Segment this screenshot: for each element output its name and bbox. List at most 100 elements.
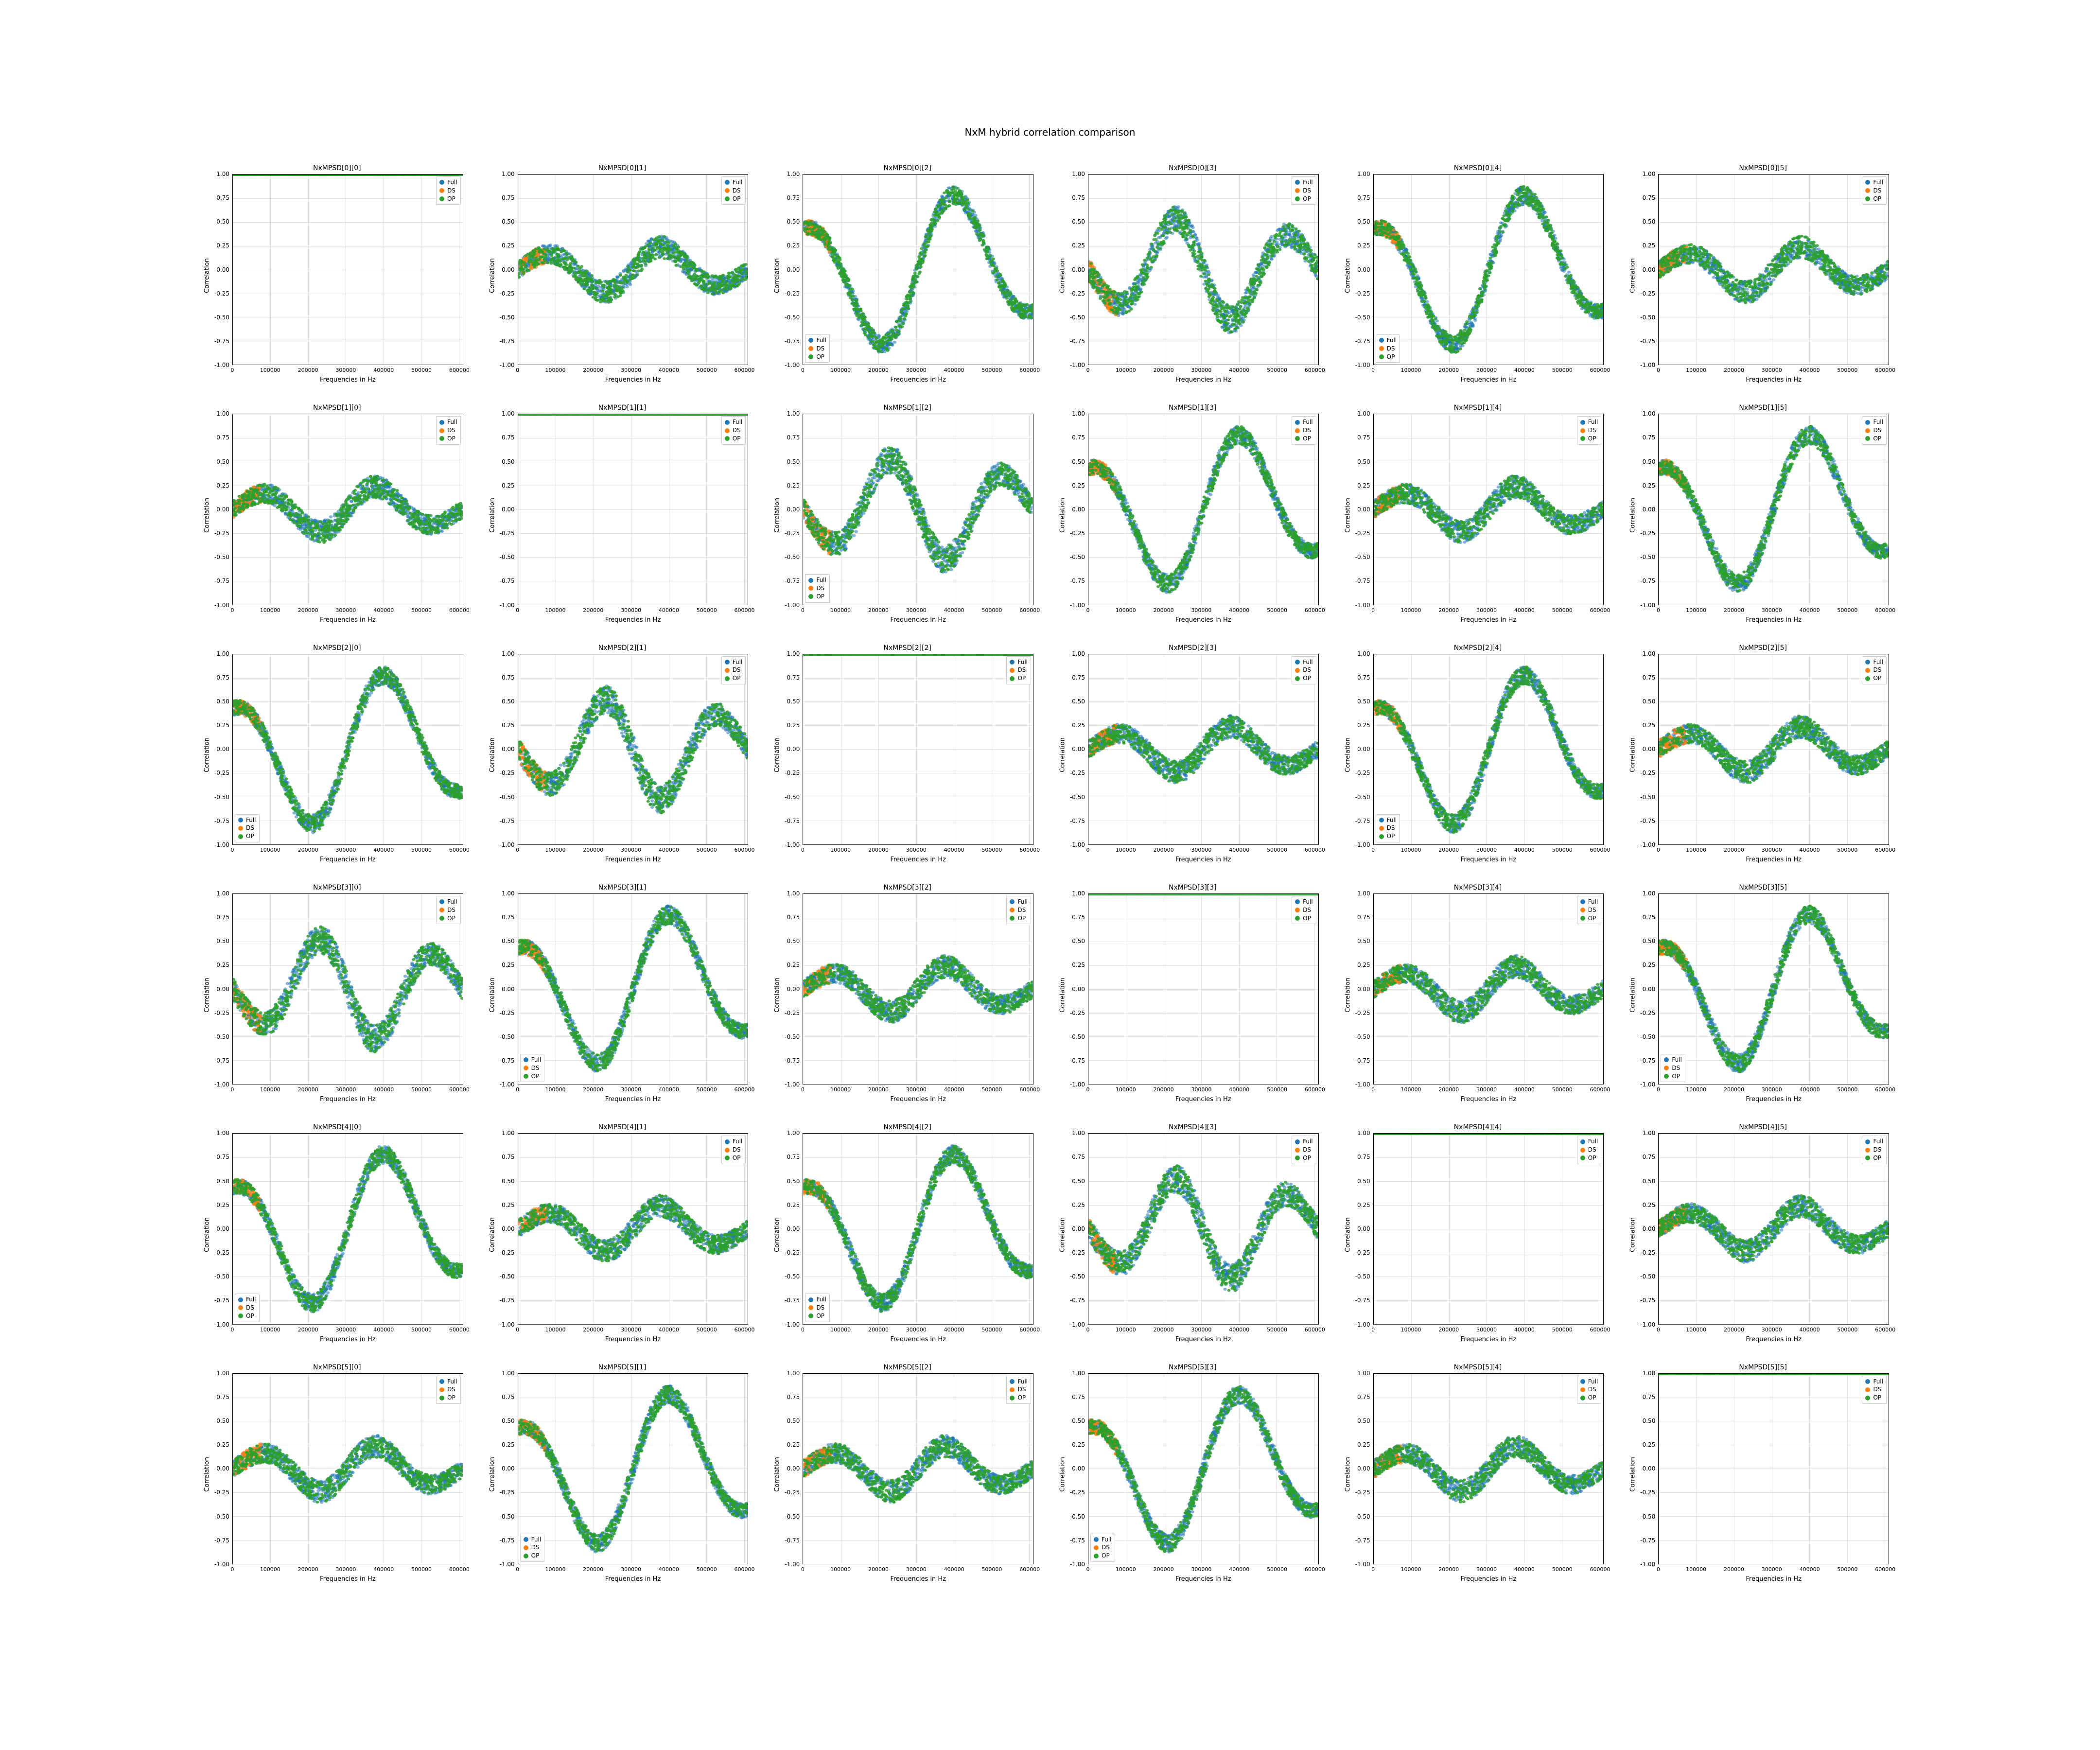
legend-marker-icon (439, 420, 444, 425)
x-tick-label: 400000 (944, 607, 964, 613)
legend-marker-icon (1295, 1155, 1300, 1160)
subplot-title: NxMPSD[4][2] (779, 1123, 1035, 1131)
y-tick-label: 0.25 (209, 242, 229, 249)
legend-marker-icon (1010, 676, 1015, 681)
y-tick-label: -0.25 (1635, 530, 1655, 537)
y-ticks: -1.00-0.75-0.50-0.250.000.250.500.751.00 (1350, 654, 1371, 845)
y-tick-label: -0.75 (494, 1297, 515, 1304)
legend-entry: OP (1295, 1154, 1313, 1162)
y-ticks: -1.00-0.75-0.50-0.250.000.250.500.751.00 (1350, 174, 1371, 365)
legend-entry: DS (439, 1385, 457, 1394)
y-tick-label: 0.25 (209, 1441, 229, 1448)
x-tick-label: 500000 (1837, 1327, 1857, 1333)
x-tick-label: 200000 (298, 367, 318, 373)
x-tick-label: 400000 (659, 1566, 679, 1573)
x-tick-label: 300000 (906, 1086, 927, 1093)
y-ticks: -1.00-0.75-0.50-0.250.000.250.500.751.00 (494, 893, 516, 1085)
y-tick-label: 0.25 (494, 962, 515, 968)
legend-label: OP (816, 1312, 824, 1320)
y-tick-label: -0.50 (209, 554, 229, 560)
legend-entry: OP (808, 353, 826, 361)
x-tick-label: 0 (1657, 367, 1660, 373)
x-ticks: 0100000200000300000400000500000600000 (518, 367, 749, 375)
legend-entry: Full (1295, 418, 1313, 426)
y-tick-label: 0.00 (1350, 266, 1370, 273)
x-tick-label: 300000 (335, 1566, 356, 1573)
legend-marker-icon (725, 1155, 730, 1160)
subplot: NxMPSD[4][3]Correlation-1.00-0.75-0.50-0… (1065, 1124, 1321, 1345)
legend-marker-icon (1580, 899, 1585, 904)
y-tick-label: 0.25 (1065, 242, 1085, 249)
x-tick-label: 600000 (1590, 1327, 1610, 1333)
legend-label: DS (447, 426, 455, 435)
y-tick-label: -0.25 (1350, 1010, 1370, 1016)
legend: FullDSOP (520, 1534, 545, 1562)
x-tick-label: 0 (801, 607, 805, 613)
legend-entry: DS (439, 187, 457, 195)
legend-label: Full (1873, 1138, 1883, 1146)
y-tick-label: 0.75 (779, 914, 800, 921)
legend: FullDSOP (235, 1294, 260, 1322)
x-tick-label: 400000 (1229, 1327, 1249, 1333)
y-tick-label: 0.25 (1635, 1202, 1655, 1208)
y-tick-label: 0.25 (1635, 1441, 1655, 1448)
y-tick-label: -0.25 (1065, 290, 1085, 297)
x-tick-label: 300000 (1191, 1566, 1211, 1573)
legend-marker-icon (524, 1537, 528, 1542)
x-tick-label: 400000 (1514, 1086, 1535, 1093)
y-tick-label: 0.00 (1065, 1465, 1085, 1472)
y-tick-label: -0.25 (779, 1010, 800, 1016)
x-axis-label: Frequencies in Hz (1088, 1336, 1319, 1343)
legend-entry: Full (1865, 658, 1883, 666)
legend: FullDSOP (1292, 176, 1316, 205)
legend-label: DS (816, 1304, 824, 1312)
legend-marker-icon (1865, 428, 1870, 433)
y-tick-label: 0.75 (494, 194, 515, 201)
y-tick-label: -0.75 (1065, 1297, 1085, 1304)
subplot-title: NxMPSD[0][0] (209, 164, 465, 172)
subplot-title: NxMPSD[0][2] (779, 164, 1035, 172)
legend-label: OP (1387, 832, 1395, 840)
legend-entry: Full (808, 576, 826, 584)
subplot-title: NxMPSD[3][3] (1065, 884, 1321, 892)
x-tick-label: 0 (1086, 367, 1090, 373)
legend-label: Full (246, 1295, 256, 1304)
x-axis-label: Frequencies in Hz (1088, 616, 1319, 624)
y-tick-label: 0.50 (209, 1178, 229, 1185)
x-tick-label: 500000 (1552, 367, 1573, 373)
legend-marker-icon (1379, 826, 1384, 831)
legend-entry: DS (1580, 906, 1598, 914)
y-tick-label: -1.00 (494, 1081, 515, 1088)
legend-label: OP (1303, 195, 1311, 203)
legend-label: OP (1873, 195, 1881, 203)
x-ticks: 0100000200000300000400000500000600000 (518, 1327, 749, 1334)
y-tick-label: 0.75 (1635, 674, 1655, 681)
legend-entry: DS (1865, 1385, 1883, 1394)
legend-marker-icon (439, 436, 444, 441)
legend-label: DS (733, 666, 741, 674)
y-tick-label: -0.25 (1635, 1489, 1655, 1496)
x-tick-label: 100000 (260, 367, 280, 373)
y-tick-label: 0.25 (779, 962, 800, 968)
x-tick-label: 100000 (545, 607, 565, 613)
x-tick-label: 100000 (545, 1566, 565, 1573)
x-axis-label: Frequencies in Hz (518, 376, 749, 384)
legend-marker-icon (1865, 1155, 1870, 1160)
x-tick-label: 100000 (260, 1566, 280, 1573)
legend-marker-icon (1295, 420, 1300, 425)
legend-entry: DS (1580, 1385, 1598, 1394)
y-tick-label: -0.50 (1635, 1273, 1655, 1280)
x-tick-label: 200000 (298, 607, 318, 613)
legend-label: Full (1588, 1138, 1598, 1146)
y-tick-label: 0.75 (209, 674, 229, 681)
x-axis-label: Frequencies in Hz (1658, 1096, 1889, 1103)
x-tick-label: 100000 (1116, 607, 1136, 613)
x-tick-label: 100000 (1400, 847, 1421, 853)
legend-label: OP (1102, 1552, 1110, 1560)
y-tick-label: -1.00 (209, 1321, 229, 1328)
plot-area: FullDSOP (232, 174, 463, 365)
x-tick-label: 300000 (1476, 1327, 1497, 1333)
legend-marker-icon (1010, 1387, 1015, 1392)
legend: FullDSOP (1376, 814, 1400, 842)
legend: FullDSOP (721, 176, 746, 205)
